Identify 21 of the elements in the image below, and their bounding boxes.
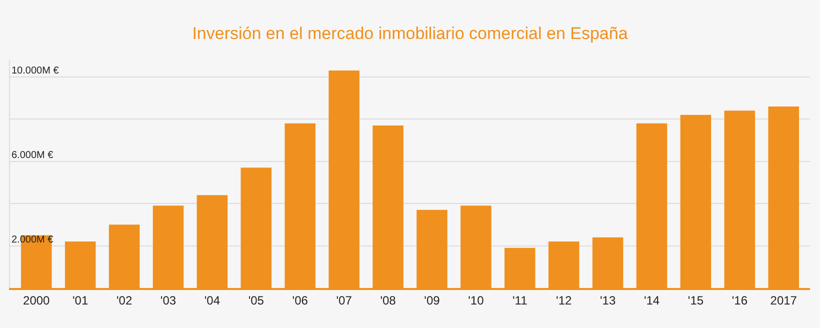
x-tick-label: 2017: [770, 293, 798, 308]
x-tick-label: '07: [336, 293, 352, 308]
x-tick-label: '15: [688, 293, 704, 308]
x-tick-label: '12: [556, 293, 572, 308]
x-tick-label: '03: [160, 293, 176, 308]
x-tick-label: '16: [732, 293, 748, 308]
x-tick-label: 2000: [23, 293, 50, 308]
x-tick-label: '01: [72, 293, 88, 308]
x-tick-label: '13: [600, 293, 616, 308]
x-tick-label: '09: [424, 293, 440, 308]
x-tick-label: '14: [644, 293, 660, 308]
chart-title: Inversión en el mercado inmobiliario comercial en España: [192, 24, 628, 43]
x-tick-label: '04: [204, 293, 220, 308]
x-tick-label: '11: [512, 293, 528, 308]
x-tick-label: '02: [116, 293, 132, 308]
y-tick-label: 6.000M €: [12, 150, 54, 161]
y-tick-label: 10.000M €: [12, 65, 60, 76]
x-tick-label: '06: [292, 293, 308, 308]
x-tick-label: '05: [248, 293, 264, 308]
x-tick-label: '08: [380, 293, 396, 308]
x-tick-label: '10: [468, 293, 484, 308]
